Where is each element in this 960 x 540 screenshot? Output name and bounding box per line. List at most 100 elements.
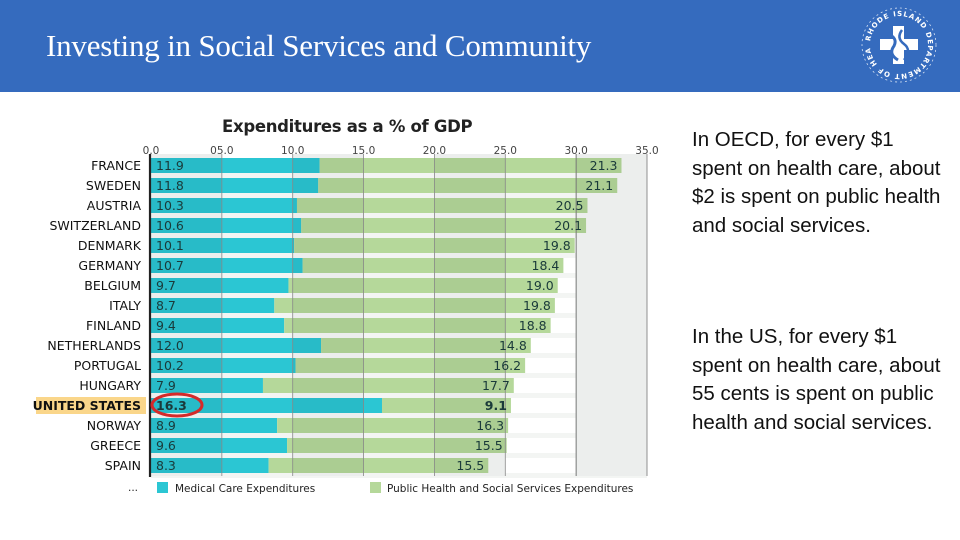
medical-value-label: 8.9 bbox=[156, 418, 176, 433]
social-value-label: 9.1 bbox=[485, 398, 507, 413]
social-bar bbox=[262, 378, 514, 393]
x-tick-label: 05.0 bbox=[210, 145, 233, 157]
social-value-label: 17.7 bbox=[482, 378, 510, 393]
medical-value-label: 11.9 bbox=[156, 158, 184, 173]
row-gap bbox=[151, 273, 647, 278]
social-bar bbox=[287, 438, 507, 453]
medical-value-label: 16.3 bbox=[156, 398, 187, 413]
medical-bar bbox=[151, 418, 278, 433]
social-value-label: 15.5 bbox=[475, 438, 503, 453]
social-value-label: 21.3 bbox=[590, 158, 618, 173]
social-value-label: 20.1 bbox=[554, 218, 582, 233]
social-value-label: 19.8 bbox=[523, 298, 551, 313]
band-overlay bbox=[292, 178, 364, 193]
medical-value-label: 7.9 bbox=[156, 378, 176, 393]
medical-bar bbox=[151, 198, 297, 213]
medical-bar bbox=[151, 298, 275, 313]
country-label: HUNGARY bbox=[79, 378, 141, 393]
row-gap bbox=[151, 373, 647, 378]
medical-bar bbox=[151, 398, 382, 413]
medical-bar bbox=[151, 358, 296, 373]
band-overlay bbox=[151, 298, 222, 313]
country-label: BELGIUM bbox=[84, 278, 141, 293]
social-value-label: 14.8 bbox=[499, 338, 527, 353]
band-overlay bbox=[434, 158, 506, 173]
social-bar bbox=[381, 398, 511, 413]
medical-bar bbox=[151, 158, 320, 173]
medical-bar bbox=[151, 178, 319, 193]
country-label: SWEDEN bbox=[86, 178, 141, 193]
band-overlay bbox=[434, 238, 506, 253]
country-label: ITALY bbox=[109, 298, 141, 313]
band-overlay bbox=[151, 178, 222, 193]
social-value-label: 15.5 bbox=[456, 458, 484, 473]
row-gap bbox=[151, 453, 647, 458]
medical-bar bbox=[151, 278, 289, 293]
x-tick-label: 10.0 bbox=[281, 145, 304, 157]
row-gap bbox=[151, 413, 647, 418]
row-gap bbox=[151, 433, 647, 438]
row-gap bbox=[151, 473, 647, 478]
band-overlay bbox=[151, 458, 222, 473]
row-gap bbox=[151, 213, 647, 218]
country-label: SPAIN bbox=[105, 458, 141, 473]
legend-swatch-social bbox=[370, 482, 381, 493]
band-overlay bbox=[292, 298, 364, 313]
medical-value-label: 9.4 bbox=[156, 318, 176, 333]
social-bar bbox=[284, 318, 551, 333]
row-gap bbox=[151, 293, 647, 298]
band-overlay bbox=[434, 318, 506, 333]
medical-value-label: 9.6 bbox=[156, 438, 176, 453]
band-overlay bbox=[292, 338, 364, 353]
medical-bar bbox=[151, 218, 302, 233]
band-overlay bbox=[434, 298, 506, 313]
chart-title: Expenditures as a % of GDP bbox=[222, 117, 473, 136]
country-label: NETHERLANDS bbox=[47, 338, 141, 353]
band-overlay bbox=[151, 158, 222, 173]
social-bar bbox=[319, 158, 622, 173]
medical-value-label: 12.0 bbox=[156, 338, 184, 353]
social-bar bbox=[321, 338, 531, 353]
band-overlay bbox=[151, 238, 222, 253]
band-overlay bbox=[292, 158, 364, 173]
band-overlay bbox=[151, 418, 222, 433]
band-overlay bbox=[292, 318, 364, 333]
social-bar bbox=[277, 418, 509, 433]
social-bar bbox=[302, 258, 564, 273]
x-tick-label: 35.0 bbox=[635, 145, 658, 157]
row-gap bbox=[151, 173, 647, 178]
band-overlay bbox=[576, 158, 622, 173]
us-highlight-circle bbox=[150, 392, 204, 418]
band-overlay bbox=[292, 398, 364, 413]
x-tick-label: 25.0 bbox=[494, 145, 517, 157]
medical-bar bbox=[151, 338, 322, 353]
country-label: DENMARK bbox=[78, 238, 142, 253]
country-label: UNITED STATES bbox=[33, 398, 141, 413]
band-overlay bbox=[576, 218, 587, 233]
band-overlay bbox=[292, 218, 364, 233]
band-overlay bbox=[151, 218, 222, 233]
band-overlay bbox=[292, 258, 364, 273]
grid-band bbox=[576, 154, 647, 476]
band-overlay bbox=[151, 378, 222, 393]
band-overlay bbox=[151, 258, 222, 273]
band-overlay bbox=[292, 278, 364, 293]
band-overlay bbox=[434, 458, 489, 473]
social-value-label: 18.4 bbox=[532, 258, 560, 273]
band-overlay bbox=[151, 358, 222, 373]
medical-value-label: 10.1 bbox=[156, 238, 184, 253]
band-overlay bbox=[434, 358, 506, 373]
country-label: GERMANY bbox=[78, 258, 141, 273]
social-value-label: 16.2 bbox=[493, 358, 521, 373]
row-gap bbox=[151, 353, 647, 358]
band-overlay bbox=[292, 198, 364, 213]
medical-bar bbox=[151, 458, 269, 473]
ri-health-seal-icon: RHODE ISLAND DEPARTMENT OF HEALTH bbox=[860, 6, 937, 83]
band-overlay bbox=[434, 418, 506, 433]
x-tick-label: 20.0 bbox=[423, 145, 446, 157]
country-label: FINLAND bbox=[86, 318, 141, 333]
oecd-note: In OECD, for every $1 spent on health ca… bbox=[692, 128, 941, 237]
slide-title: Investing in Social Services and Communi… bbox=[46, 28, 592, 63]
row-gap bbox=[151, 333, 647, 338]
